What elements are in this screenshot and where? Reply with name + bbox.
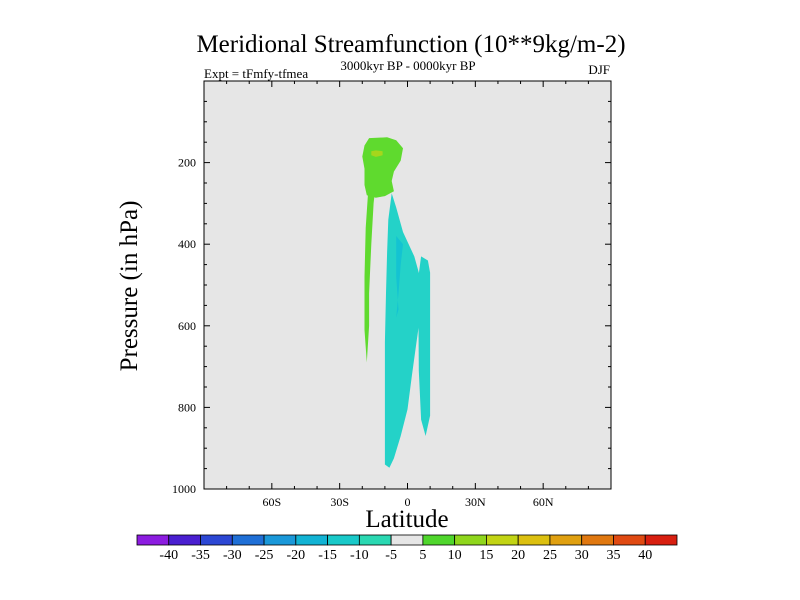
colorbar-label: -30 — [223, 548, 242, 563]
colorbar-swatch — [486, 534, 519, 546]
colorbar-label: -10 — [350, 548, 369, 563]
y-tick-label: 600 — [178, 319, 196, 333]
x-axis-title: Latitude — [365, 506, 448, 533]
colorbar-swatch — [327, 534, 360, 546]
colorbar-label: -20 — [286, 548, 305, 563]
negative-15-to-10-core — [396, 236, 403, 318]
colorbar-swatch — [422, 534, 456, 546]
period-label: 3000kyr BP - 0000kyr BP — [340, 58, 475, 73]
y-axis-title: Pressure (in hPa) — [116, 201, 143, 372]
x-tick-label: 30S — [330, 495, 349, 509]
season-label: DJF — [588, 62, 610, 77]
colorbar-swatch — [231, 534, 265, 546]
colorbar-label: 5 — [419, 548, 426, 563]
x-tick-label: 60N — [533, 495, 554, 509]
colorbar-swatch — [168, 534, 201, 546]
y-axis: 200 400 600 800 1000 — [172, 100, 611, 496]
colorbar-label: -5 — [385, 548, 397, 563]
colorbar-label: 30 — [575, 548, 589, 563]
colorbar-label: -40 — [159, 548, 178, 563]
colorbar-label: 35 — [606, 548, 620, 563]
x-tick-label: 60S — [262, 495, 281, 509]
x-tick-label: 30N — [465, 495, 486, 509]
colorbar-swatch — [454, 534, 487, 546]
colorbar-swatch — [517, 534, 551, 546]
x-tick-label: 0 — [405, 495, 411, 509]
colorbar-swatch — [136, 534, 170, 546]
negative-10-to-5-cell — [384, 193, 422, 468]
colorbar-swatch — [390, 534, 424, 546]
colorbar-label: 20 — [511, 548, 525, 563]
positive-5-to-10-cell-south — [364, 183, 376, 363]
colorbar-label: -15 — [318, 548, 337, 563]
contour-regions — [362, 137, 431, 468]
colorbar-label: -35 — [191, 548, 210, 563]
colorbar-label: 40 — [638, 548, 652, 563]
colorbar-swatch — [644, 534, 678, 546]
colorbar-label: 10 — [448, 548, 462, 563]
y-tick-label: 200 — [178, 156, 196, 170]
colorbar-swatch — [549, 534, 583, 546]
colorbar: -40 -35 -30 -25 -20 -15 -10 -5 5 10 15 20 25 30 35 40 — [136, 534, 678, 563]
colorbar-label: 15 — [479, 548, 493, 563]
colorbar-swatch — [263, 534, 297, 546]
colorbar-swatch — [581, 534, 614, 546]
colorbar-label: 25 — [543, 548, 557, 563]
x-axis: 60S 30S 0 30N 60N — [226, 81, 589, 509]
negative-10-to-5-cell-east — [418, 256, 431, 436]
colorbar-swatch — [200, 534, 233, 546]
colorbar-swatch — [613, 534, 646, 546]
positive-10-to-15-core — [371, 150, 383, 157]
colorbar-label: -25 — [255, 548, 274, 563]
experiment-label: Expt = tFmfy-tfmea — [204, 66, 308, 81]
y-tick-label: 800 — [178, 400, 196, 414]
colorbar-swatch — [358, 534, 392, 546]
colorbar-swatch — [295, 534, 328, 546]
y-tick-label: 400 — [178, 237, 196, 251]
y-tick-label: 1000 — [172, 482, 196, 496]
chart-title: Meridional Streamfunction (10**9kg/m-2) — [196, 31, 625, 58]
